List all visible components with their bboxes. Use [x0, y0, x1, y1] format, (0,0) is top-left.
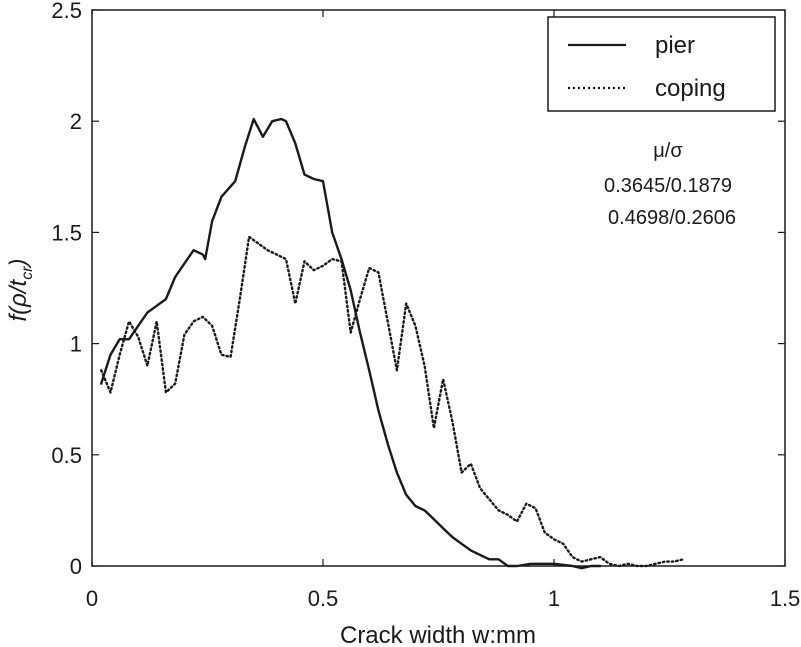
x-tick-label: 0: [86, 586, 98, 611]
y-tick-label: 2.5: [51, 0, 82, 23]
x-axis-label: Crack width w:mm: [340, 622, 536, 647]
legend: pier coping: [547, 16, 776, 112]
series-line-pier: [99, 117, 602, 570]
legend-label-coping: coping: [655, 75, 726, 102]
series-layer: [99, 117, 685, 570]
y-axis-label-sub: cr: [19, 266, 36, 280]
annotation-line-pier: 0.3645/0.1879: [604, 175, 732, 197]
y-axis-label: f(ρ/tcr): [5, 258, 36, 321]
axis-tick-labels: 0 0.5 1 1.5 0 0.5 1 1.5 2 2.5: [51, 0, 800, 611]
axis-ticks: [91, 9, 786, 567]
legend-box: [547, 16, 776, 112]
y-tick-label: 1.5: [51, 220, 82, 245]
x-tick-label: 1: [548, 586, 560, 611]
series-line-coping: [99, 235, 685, 568]
plot-area-frame: [91, 9, 786, 567]
legend-label-pier: pier: [655, 32, 695, 59]
y-axis-label-close: ): [5, 258, 32, 269]
y-tick-label: 2: [70, 109, 82, 134]
x-tick-label: 0.5: [308, 586, 339, 611]
annotation-line-coping: 0.4698/0.2606: [608, 207, 736, 229]
y-axis-label-main: f(ρ/t: [5, 278, 32, 321]
y-tick-label: 1: [70, 332, 82, 357]
annotation-header: μ/σ: [653, 140, 683, 162]
y-tick-label: 0.5: [51, 443, 82, 468]
y-tick-label: 0: [70, 554, 82, 579]
annotation-stats: μ/σ 0.3645/0.1879 0.4698/0.2606: [604, 140, 736, 229]
x-tick-label: 1.5: [770, 586, 801, 611]
